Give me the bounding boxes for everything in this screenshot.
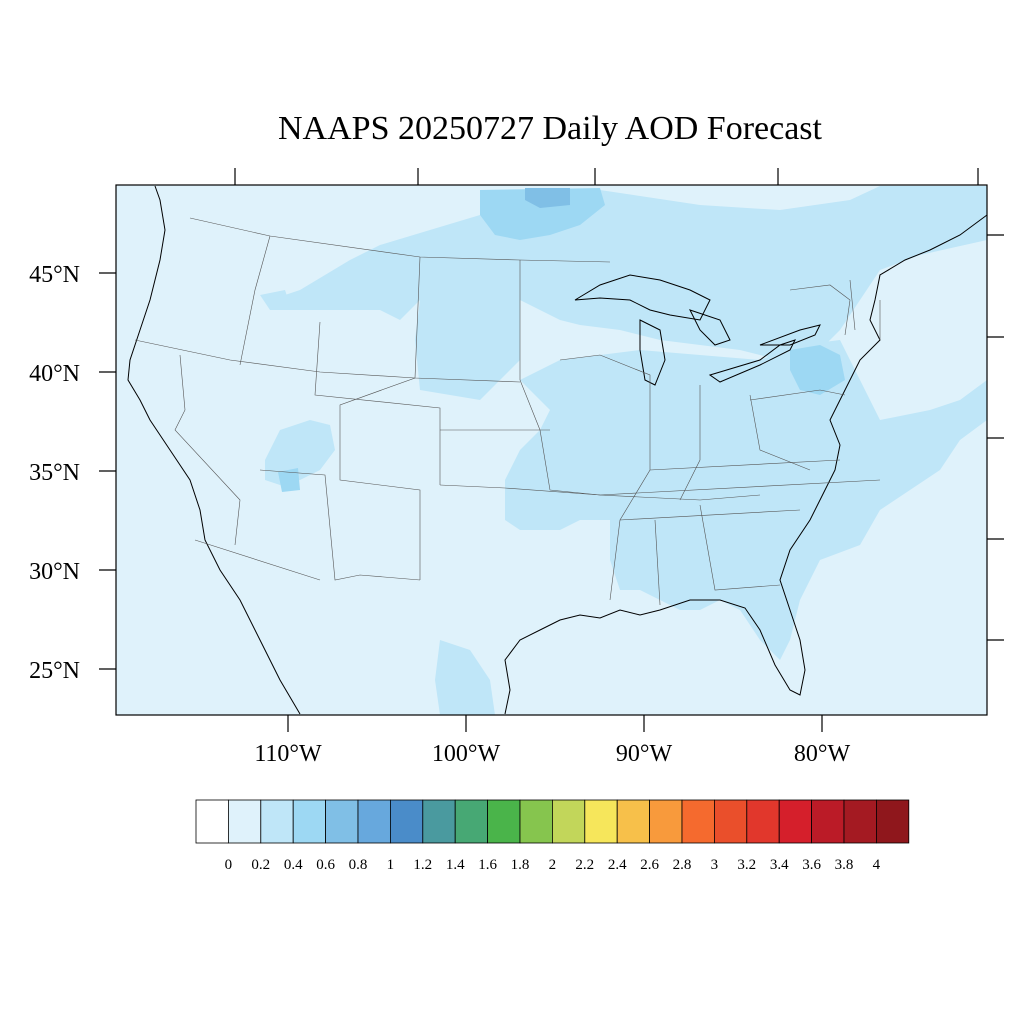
colorbar-tick-label: 2.6 — [640, 857, 659, 873]
colorbar-swatch — [616, 799, 651, 844]
map-frame — [115, 184, 988, 716]
lat-label-45: 45°N — [29, 262, 80, 288]
colorbar-labels: 0 0.2 0.4 0.6 0.8 1 1.2 1.4 1.6 1.8 2 2.2 2.4 2.6 2.8 3… — [225, 857, 881, 873]
colorbar-swatch — [714, 799, 748, 844]
colorbar-tick-label: 3.4 — [770, 857, 789, 873]
lat-label-25: 25°N — [29, 658, 80, 684]
colorbar-swatch — [649, 799, 683, 844]
colorbar-tick-label: 2.2 — [575, 857, 594, 873]
colorbar-tick-label: 1.8 — [511, 857, 530, 873]
colorbar-tick-label: 0.8 — [349, 857, 368, 873]
aod-level-0.2-0.4 — [260, 186, 987, 715]
colorbar-tick-label: 4 — [873, 857, 881, 873]
lon-label-100: 100°W — [432, 741, 501, 767]
aod-level-0.6-0.8 — [525, 188, 570, 208]
colorbar-tick-label: 1.4 — [446, 857, 465, 873]
colorbar-swatch — [487, 799, 521, 844]
top-ticks — [234, 168, 979, 185]
colorbar-swatch — [876, 799, 910, 844]
colorbar-swatch — [389, 799, 424, 844]
colorbar-tick-label: 1 — [387, 857, 395, 873]
left-ticks — [99, 272, 116, 670]
lon-label-80: 80°W — [794, 741, 851, 767]
colorbar-swatch — [357, 799, 391, 844]
bottom-ticks — [287, 715, 823, 732]
colorbar-swatch — [843, 799, 877, 844]
colorbar-swatch — [260, 799, 294, 844]
colorbar-tick-label: 1.6 — [478, 857, 497, 873]
colorbar-tick-label: 3 — [711, 857, 719, 873]
colorbar-swatch — [519, 799, 553, 844]
aod-level-0.4-0.6 — [278, 188, 845, 492]
lon-label-90: 90°W — [616, 741, 673, 767]
colorbar-swatch — [195, 799, 229, 844]
colorbar-swatch — [227, 799, 262, 844]
colorbar-tick-label: 2.4 — [608, 857, 627, 873]
colorbar-tick-label: 3.8 — [835, 857, 854, 873]
colorbar-tick-label: 0.2 — [251, 857, 270, 873]
colorbar-tick-label: 0.4 — [284, 857, 303, 873]
colorbar-swatch — [778, 799, 813, 844]
colorbar-swatch — [454, 799, 489, 844]
colorbar-swatch — [681, 799, 715, 844]
colorbar-tick-label: 1.2 — [413, 857, 432, 873]
colorbar-tick-label: 2.8 — [673, 857, 692, 873]
colorbar — [195, 799, 910, 844]
colorbar-swatch — [292, 799, 327, 844]
colorbar-tick-label: 0 — [225, 857, 233, 873]
colorbar-swatch — [584, 799, 618, 844]
lon-label-110: 110°W — [254, 741, 322, 767]
colorbar-swatch — [325, 799, 359, 844]
lat-label-40: 40°N — [29, 361, 80, 387]
state-boundaries — [134, 217, 881, 606]
colorbar-swatch — [552, 799, 586, 844]
right-ticks — [987, 234, 1004, 641]
colorbar-tick-label: 3.2 — [737, 857, 756, 873]
lat-label-35: 35°N — [29, 460, 80, 486]
colorbar-tick-label: 0.6 — [316, 857, 335, 873]
colorbar-swatch — [811, 799, 845, 844]
colorbar-tick-label: 2 — [549, 857, 557, 873]
colorbar-swatch — [422, 799, 456, 844]
colorbar-swatch — [746, 799, 780, 844]
chart-title: NAAPS 20250727 Daily AOD Forecast — [278, 110, 822, 147]
colorbar-tick-label: 3.6 — [802, 857, 821, 873]
lat-label-30: 30°N — [29, 559, 80, 585]
coastlines — [127, 185, 988, 715]
